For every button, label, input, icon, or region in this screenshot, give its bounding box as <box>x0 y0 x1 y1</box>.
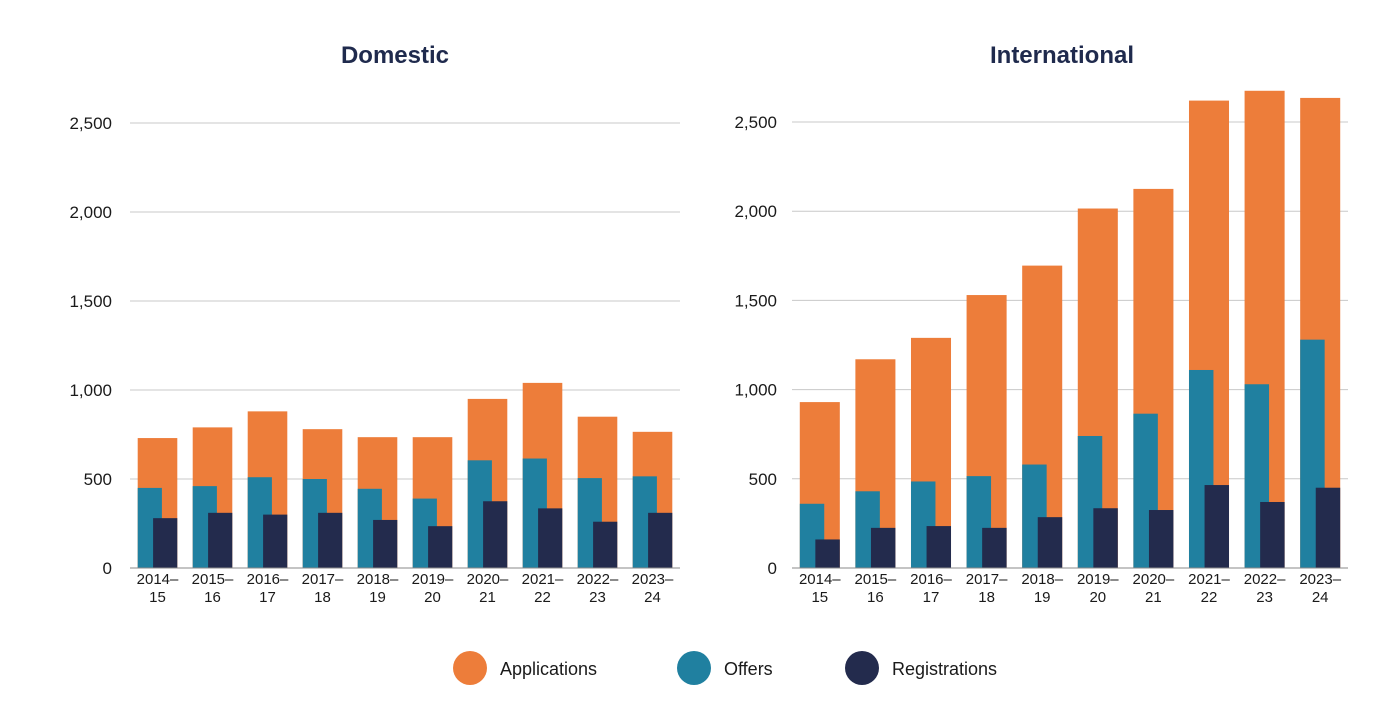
international-y-tick-label: 2,500 <box>734 113 777 132</box>
legend-item-offers: Offers <box>677 651 773 685</box>
legend-item-applications: Applications <box>453 651 597 685</box>
domestic-chart-panel: Domestic 0 500 1,000 1,500 2,000 2,500 2014– 15… <box>69 42 680 606</box>
legend-swatch-offers <box>677 651 711 685</box>
legend-swatch-applications <box>453 651 487 685</box>
domestic-y-tick-label: 2,000 <box>69 203 112 222</box>
international-x-tick-label: 2022– 23 <box>1244 571 1286 606</box>
international-bar-registrations <box>1093 508 1118 568</box>
domestic-bar-registrations <box>593 521 618 568</box>
domestic-y-tick-label: 500 <box>84 470 112 489</box>
legend-label-registrations: Registrations <box>892 659 997 679</box>
domestic-x-tick-label: 2019– 20 <box>412 571 454 606</box>
legend-label-applications: Applications <box>500 659 597 679</box>
international-x-tick-label: 2015– 16 <box>855 571 897 606</box>
legend-label-offers: Offers <box>724 659 773 679</box>
international-bar-registrations <box>1204 485 1230 568</box>
domestic-y-tick-label: 1,500 <box>69 292 112 311</box>
domestic-chart-title: Domestic <box>341 42 449 69</box>
international-bar-registrations <box>926 526 952 568</box>
domestic-y-tick-label: 1,000 <box>69 381 112 400</box>
domestic-bar-registrations <box>263 514 288 568</box>
domestic-x-tick-label: 2015– 16 <box>192 571 234 606</box>
international-series-registrations <box>815 485 1341 568</box>
international-series-offers <box>799 339 1325 568</box>
domestic-bar-registrations <box>483 501 508 568</box>
domestic-bar-registrations <box>153 518 178 568</box>
domestic-y-tick-label: 0 <box>103 559 112 578</box>
international-bar-registrations <box>982 527 1007 568</box>
international-y-tick-label: 500 <box>749 470 777 489</box>
international-x-tick-label: 2017– 18 <box>966 571 1008 606</box>
international-x-tick-label: 2016– 17 <box>910 571 952 606</box>
domestic-x-tick-label: 2022– 23 <box>577 571 619 606</box>
international-bar-registrations <box>1260 501 1285 568</box>
international-chart-panel: International 0 500 1,000 1,500 2,000 2,500 20… <box>734 42 1348 606</box>
international-x-tick-label: 2018– 19 <box>1021 571 1063 606</box>
international-x-tick-label: 2019– 20 <box>1077 571 1119 606</box>
domestic-bar-registrations <box>428 526 453 568</box>
international-bar-registrations <box>815 539 840 568</box>
international-x-tick-label: 2014– 15 <box>799 571 841 606</box>
domestic-x-tick-label: 2018– 19 <box>357 571 399 606</box>
international-y-tick-label: 0 <box>768 559 777 578</box>
domestic-x-tick-label: 2017– 18 <box>302 571 344 606</box>
international-chart-title: International <box>990 42 1134 69</box>
international-y-tick-label: 2,000 <box>734 202 777 221</box>
international-x-tick-label: 2023– 24 <box>1299 571 1341 606</box>
domestic-y-tick-label: 2,500 <box>69 114 112 133</box>
domestic-x-tick-label: 2014– 15 <box>137 571 179 606</box>
legend-swatch-registrations <box>845 651 879 685</box>
international-bar-registrations <box>1148 510 1174 568</box>
international-bar-registrations <box>1315 487 1341 568</box>
domestic-x-tick-label: 2021– 22 <box>522 571 564 606</box>
international-y-tick-label: 1,000 <box>734 381 777 400</box>
domestic-bar-registrations <box>538 508 563 568</box>
domestic-bar-registrations <box>208 512 233 568</box>
domestic-series-registrations <box>153 501 673 568</box>
domestic-bar-registrations <box>318 512 343 568</box>
domestic-x-tick-label: 2016– 17 <box>247 571 289 606</box>
international-x-tick-label: 2021– 22 <box>1188 571 1230 606</box>
international-bar-registrations <box>870 527 896 568</box>
international-bar-registrations <box>1037 517 1063 568</box>
domestic-x-tick-label: 2020– 21 <box>467 571 509 606</box>
international-y-tick-label: 1,500 <box>734 291 777 310</box>
domestic-x-tick-label: 2023– 24 <box>632 571 674 606</box>
domestic-bar-registrations <box>373 519 398 568</box>
international-x-tick-label: 2020– 21 <box>1133 571 1175 606</box>
chart-legend: Applications Offers Registrations <box>453 651 997 685</box>
legend-item-registrations: Registrations <box>845 651 997 685</box>
domestic-bar-registrations <box>648 512 673 568</box>
